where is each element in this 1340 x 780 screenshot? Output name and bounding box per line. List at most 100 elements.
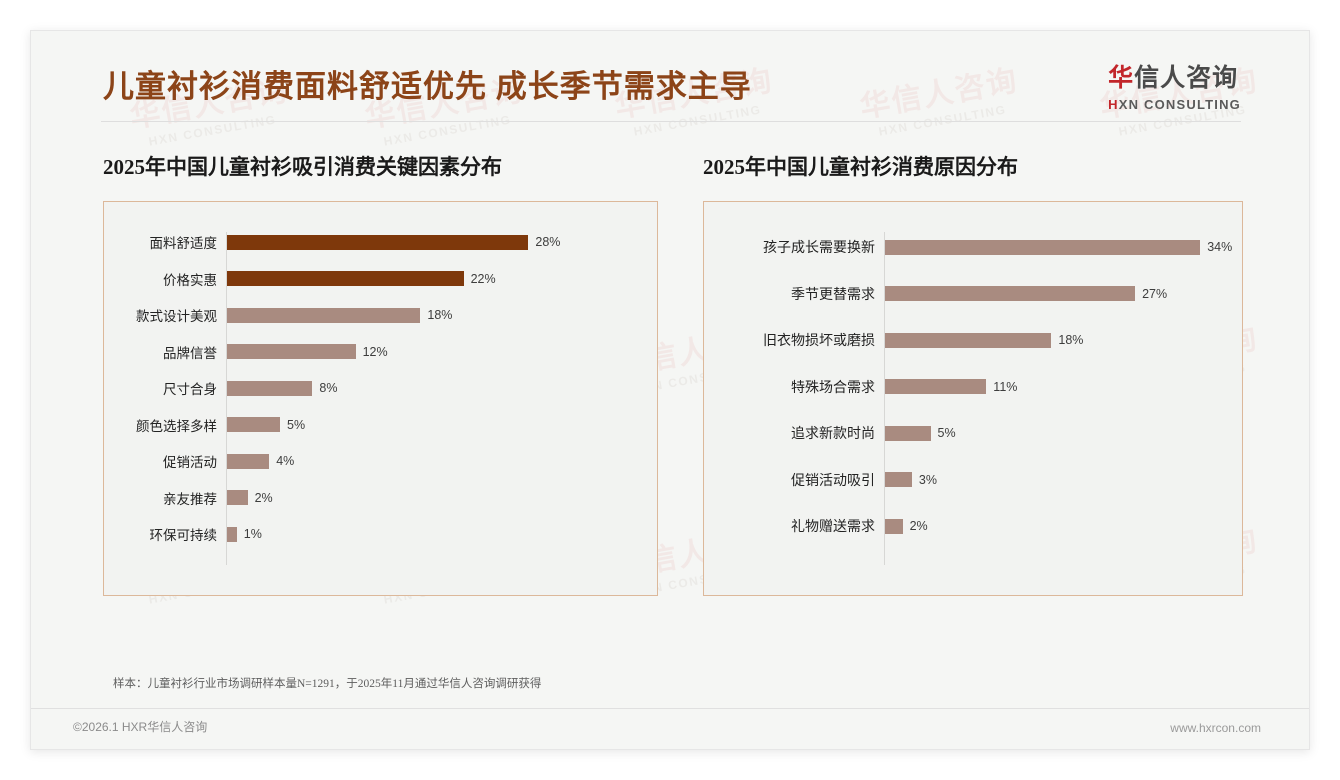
bar-row: 特殊场合需求 11% xyxy=(704,364,1242,411)
bar-value-label: 2% xyxy=(909,519,928,534)
bar[interactable] xyxy=(884,518,903,534)
bar-row: 旧衣物损坏或磨损 18% xyxy=(704,317,1242,364)
bar-chart-right: 孩子成长需要换新 34% 季节更替需求 27% 旧衣物损坏或磨损 18% 特殊场合需求 11%… xyxy=(704,224,1242,573)
bar-value-label: 5% xyxy=(937,426,956,441)
bar-value-label: 22% xyxy=(470,271,496,286)
bar-track: 27% xyxy=(884,286,1242,302)
axis-line xyxy=(226,232,227,565)
logo-english-text: HXN CONSULTING xyxy=(1108,97,1241,112)
chart-panel-left: 面料舒适度 28% 价格实惠 22% 款式设计美观 18% 品牌信誉 12% 尺寸合身 8% 颜色选… xyxy=(103,201,658,596)
bar-row: 品牌信誉 12% xyxy=(104,334,657,371)
bar-category-label: 颜色选择多样 xyxy=(136,418,217,434)
logo-en-rest: XN CONSULTING xyxy=(1118,97,1241,112)
bar-track: 11% xyxy=(884,379,1242,395)
bar-chart-left: 面料舒适度 28% 价格实惠 22% 款式设计美观 18% 品牌信誉 12% 尺寸合身 8% 颜色选… xyxy=(104,224,657,573)
bar-category-label: 礼物赠送需求 xyxy=(791,520,875,536)
bar-value-label: 12% xyxy=(362,344,388,359)
bar-track: 5% xyxy=(884,425,1242,441)
bar-category-label: 面料舒适度 xyxy=(149,236,218,252)
logo-en-accent: H xyxy=(1108,97,1119,112)
bar-track: 22% xyxy=(226,271,657,287)
axis-line xyxy=(884,232,885,565)
bar[interactable] xyxy=(226,271,464,287)
bar-row: 亲友推荐 2% xyxy=(104,480,657,517)
chart-block-right: 2025年中国儿童衬衫消费原因分布 孩子成长需要换新 34% 季节更替需求 27% 旧衣… xyxy=(703,151,1243,596)
slide-header: 儿童衬衫消费面料舒适优先 成长季节需求主导 华信人咨询 HXN CONSULTI… xyxy=(31,31,1309,131)
bar-row: 礼物赠送需求 2% xyxy=(704,503,1242,550)
bar-category-label: 尺寸合身 xyxy=(163,382,217,398)
bar-track: 8% xyxy=(226,380,657,396)
bar-row: 面料舒适度 28% xyxy=(104,224,657,261)
bar-value-label: 8% xyxy=(319,381,338,396)
bar[interactable] xyxy=(884,425,931,441)
bar-track: 12% xyxy=(226,344,657,360)
bar-row: 环保可持续 1% xyxy=(104,516,657,553)
brand-logo: 华信人咨询 HXN CONSULTING xyxy=(1108,58,1241,112)
bar-category-label: 追求新款时尚 xyxy=(791,427,875,443)
footer-website[interactable]: www.hxrcon.com xyxy=(1170,721,1261,735)
bar-track: 34% xyxy=(884,239,1242,255)
bar[interactable] xyxy=(226,490,248,506)
bar[interactable] xyxy=(226,526,237,542)
bar-category-label: 特殊场合需求 xyxy=(791,380,875,396)
bar[interactable] xyxy=(884,332,1052,348)
bar-category-label: 促销活动吸引 xyxy=(791,473,875,489)
logo-rest-chars: 信人咨询 xyxy=(1134,65,1239,92)
bar-row: 价格实惠 22% xyxy=(104,261,657,298)
bar-track: 2% xyxy=(226,490,657,506)
bar[interactable] xyxy=(226,453,270,469)
bar[interactable] xyxy=(226,344,356,360)
page-title: 儿童衬衫消费面料舒适优先 成长季节需求主导 xyxy=(103,69,752,104)
chart-title-right: 2025年中国儿童衬衫消费原因分布 xyxy=(703,155,1018,179)
bar-value-label: 34% xyxy=(1207,240,1233,255)
bar-category-label: 价格实惠 xyxy=(163,272,217,288)
bar-track: 18% xyxy=(226,307,657,323)
bar-value-label: 28% xyxy=(535,235,561,250)
bar-row: 颜色选择多样 5% xyxy=(104,407,657,444)
bar[interactable] xyxy=(226,380,313,396)
bar-value-label: 4% xyxy=(276,454,295,469)
bar-track: 18% xyxy=(884,332,1242,348)
bar-value-label: 27% xyxy=(1142,286,1168,301)
bar-value-label: 3% xyxy=(918,472,937,487)
slide: 华信人咨询 HXN CONSULTING 华信人咨询 HXN CONSULTING 华信… xyxy=(30,30,1310,750)
bar-category-label: 品牌信誉 xyxy=(163,345,217,361)
bar-track: 3% xyxy=(884,472,1242,488)
bar[interactable] xyxy=(884,472,912,488)
bar[interactable] xyxy=(884,239,1201,255)
bar[interactable] xyxy=(226,417,280,433)
footer-divider xyxy=(31,708,1309,709)
bar-track: 28% xyxy=(226,234,657,250)
bar-track: 1% xyxy=(226,526,657,542)
bar-value-label: 18% xyxy=(427,308,453,323)
chart-block-left: 2025年中国儿童衬衫吸引消费关键因素分布 面料舒适度 28% 价格实惠 22% 款式设… xyxy=(103,151,658,596)
bar-row: 追求新款时尚 5% xyxy=(704,410,1242,457)
chart-title-left: 2025年中国儿童衬衫吸引消费关键因素分布 xyxy=(103,155,502,179)
bar-category-label: 款式设计美观 xyxy=(136,309,217,325)
bar[interactable] xyxy=(226,234,529,250)
bar[interactable] xyxy=(884,286,1136,302)
bar-category-label: 孩子成长需要换新 xyxy=(763,241,875,257)
bar-value-label: 5% xyxy=(287,417,306,432)
bar-category-label: 亲友推荐 xyxy=(163,491,217,507)
bar-track: 2% xyxy=(884,518,1242,534)
bar-category-label: 季节更替需求 xyxy=(791,287,875,303)
bar-value-label: 11% xyxy=(993,379,1018,394)
bar-row: 促销活动吸引 3% xyxy=(704,457,1242,504)
bar-row: 促销活动 4% xyxy=(104,443,657,480)
bar-row: 款式设计美观 18% xyxy=(104,297,657,334)
bar[interactable] xyxy=(226,307,421,323)
bar-value-label: 18% xyxy=(1058,333,1084,348)
bar[interactable] xyxy=(884,379,987,395)
chart-panel-right: 孩子成长需要换新 34% 季节更替需求 27% 旧衣物损坏或磨损 18% 特殊场合需求 11%… xyxy=(703,201,1243,596)
logo-chinese-text: 华信人咨询 xyxy=(1108,58,1241,94)
bar-value-label: 2% xyxy=(254,490,273,505)
bar-row: 季节更替需求 27% xyxy=(704,271,1242,318)
bar-category-label: 促销活动 xyxy=(163,455,217,471)
bar-category-label: 旧衣物损坏或磨损 xyxy=(763,334,875,350)
bar-track: 4% xyxy=(226,453,657,469)
header-divider xyxy=(101,121,1241,122)
bar-value-label: 1% xyxy=(243,527,262,542)
bar-row: 尺寸合身 8% xyxy=(104,370,657,407)
bar-track: 5% xyxy=(226,417,657,433)
